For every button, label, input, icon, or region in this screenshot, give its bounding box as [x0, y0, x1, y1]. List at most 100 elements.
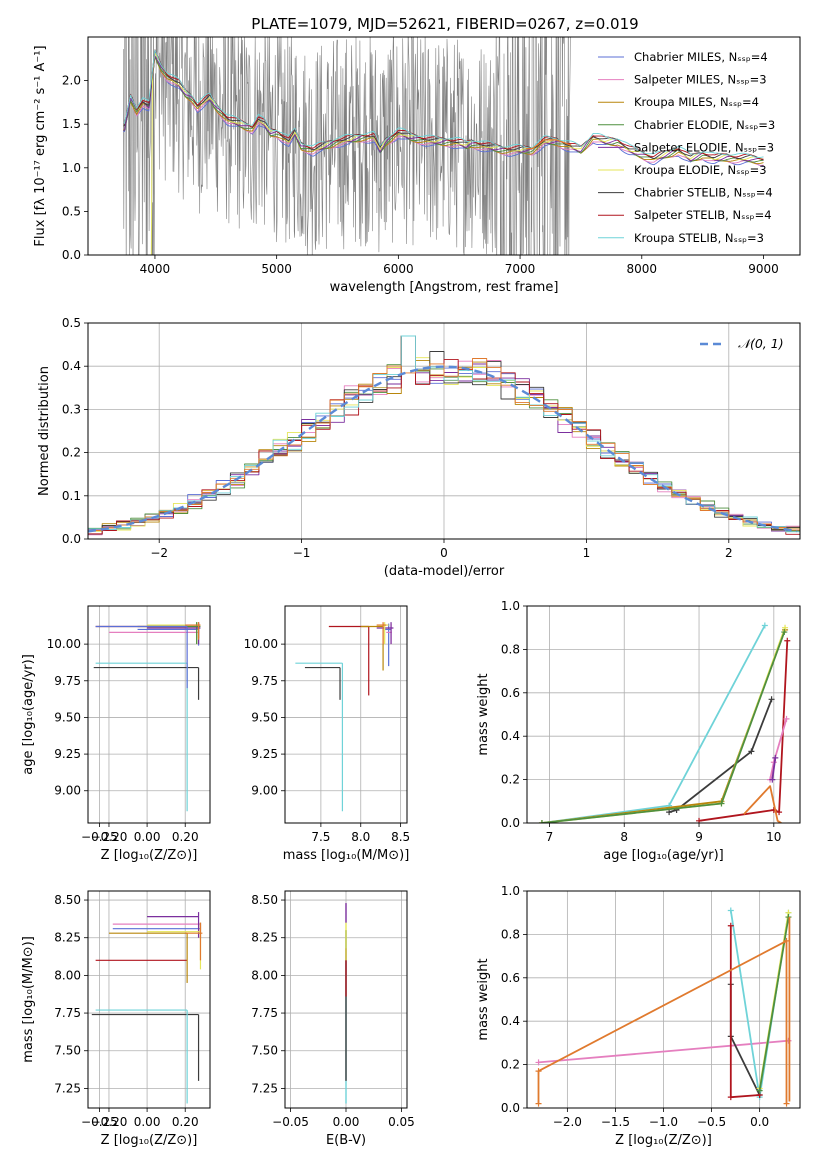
- y-axis-label: Flux [fλ 10⁻¹⁷ erg cm⁻² s⁻¹ A⁻¹]: [33, 45, 48, 246]
- legend-label: Kroupa ELODIE, Nₛₛₚ=3: [634, 163, 767, 177]
- y-tick-label: 7.75: [251, 1006, 278, 1020]
- plot-area: [88, 323, 800, 539]
- errorbar-orange: [185, 922, 203, 961]
- x-tick-label: 9: [695, 830, 703, 844]
- legend-label: Salpeter STELIB, Nₛₛₚ=4: [634, 208, 772, 222]
- axes-frame: [87, 890, 211, 1109]
- legend-label: Salpeter MILES, Nₛₛₚ=3: [634, 73, 767, 87]
- mass-weight-line-chabrier-elodie: [758, 916, 790, 1091]
- y-tick-label: 0.5: [62, 316, 81, 330]
- y-tick-label: 0.8: [501, 927, 520, 941]
- figure-title: PLATE=1079, MJD=52621, FIBERID=0267, z=0…: [251, 15, 638, 33]
- data-point-marker: [781, 629, 788, 636]
- x-tick-label: −0.20: [91, 830, 128, 844]
- y-tick-label: 9.25: [54, 747, 81, 761]
- normal-curve: [88, 365, 798, 533]
- x-tick-label: 0.05: [388, 1115, 415, 1129]
- y-tick-label: 9.25: [251, 747, 278, 761]
- x-tick-label: −0.5: [697, 1115, 726, 1129]
- plot-area: [88, 606, 210, 823]
- y-tick-label: 0.5: [62, 204, 81, 218]
- x-tick-label: −0.05: [272, 1115, 309, 1129]
- y-tick-label: 1.0: [501, 884, 520, 898]
- mass-weight-line-chabrier-stelib: [668, 698, 773, 813]
- x-tick-label: 1: [583, 546, 591, 560]
- y-tick-label: 9.75: [251, 674, 278, 688]
- y-tick-label: 10.00: [244, 637, 278, 651]
- y-tick-label: 0.0: [501, 816, 520, 830]
- y-tick-label: 0.4: [501, 1014, 520, 1028]
- y-tick-label: 7.50: [54, 1044, 81, 1058]
- x-tick-label: −0.25: [81, 830, 118, 844]
- x-tick-label: 0.0: [750, 1115, 769, 1129]
- x-tick-label: 8.5: [391, 830, 410, 844]
- errorbar-extra: [95, 625, 188, 689]
- legend-label: Chabrier MILES, Nₛₛₚ=4: [634, 50, 768, 64]
- y-tick-label: 0.4: [62, 359, 81, 373]
- data-point-marker: [783, 715, 790, 722]
- axes-frame: [526, 605, 801, 824]
- x-tick-label: 9000: [748, 262, 779, 276]
- data-point-marker: [727, 922, 734, 929]
- plot-area: [285, 891, 407, 1108]
- mass-weight-line-salpeter-miles: [769, 718, 788, 780]
- errorbar-salpeter-elodie: [147, 912, 200, 938]
- y-tick-label: 1.0: [62, 161, 81, 175]
- model-spectrum-chabrier-stelib: [123, 50, 764, 161]
- x-tick-label: 10: [766, 830, 781, 844]
- data-point-marker: [784, 637, 791, 644]
- mass-vs-metallicity-panel: −0.25−0.20 0.00 0.20 7.25 7.50 7.75 8.00 8.25 8.…: [21, 890, 211, 1148]
- errorbar-kroupa-elodie: [147, 922, 202, 970]
- errorbar-kroupa-stelib: [95, 1009, 188, 1104]
- y-tick-label: 9.75: [54, 674, 81, 688]
- axes-frame: [87, 36, 801, 256]
- legend-label: Kroupa MILES, Nₛₛₚ=4: [634, 95, 759, 109]
- x-tick-label: 8.0: [351, 830, 370, 844]
- model-spectrum-segment: [526, 139, 572, 150]
- y-tick-label: 8.25: [54, 931, 81, 945]
- plot-area: [88, 891, 210, 1108]
- mass-weight-line-kroupa-stelib: [541, 625, 766, 823]
- x-tick-label: 7.5: [311, 830, 330, 844]
- y-tick-label: 0.8: [501, 642, 520, 656]
- errorbar-kroupa-stelib: [295, 662, 344, 812]
- legend-label: Salpeter ELODIE, Nₛₛₚ=3: [634, 140, 774, 154]
- axes-frame: [87, 322, 801, 540]
- errorbar-salpeter-stelib: [328, 625, 370, 696]
- data-point-marker: [727, 1094, 734, 1101]
- plot-area: [285, 606, 407, 823]
- errorbar-orange: [185, 622, 201, 640]
- model-spectrum-chabrier-miles: [123, 56, 764, 168]
- mass-weight-vs-age-panel: 7 8 9 10 0.0 0.2 0.4 0.6 0.8 1.0 age [log₁₀(age/yr…: [476, 599, 801, 863]
- x-tick-label: 4000: [140, 262, 171, 276]
- y-tick-label: 8.00: [251, 968, 278, 982]
- data-point-marker: [772, 754, 779, 761]
- mass-weight-line-orange: [743, 785, 782, 823]
- y-axis-label: mass weight: [476, 958, 491, 1040]
- y-tick-label: 0.0: [501, 1101, 520, 1115]
- mass-vs-ebv-panel: −0.05 0.00 0.05 7.25 7.50 7.75 8.00 8.25 8.50 E(B…: [251, 890, 415, 1148]
- y-axis-label: mass [log₁₀(M/M⊙)]: [21, 936, 36, 1063]
- mass-weight-vs-metallicity-panel: −2.0 −1.5 −1.0 −0.5 0.0 0.0 0.2 0.4 0.6 0.8 1.0 Z […: [476, 884, 801, 1148]
- x-tick-label: 0.20: [172, 830, 199, 844]
- data-point-marker: [535, 1100, 542, 1107]
- y-tick-label: 9.50: [54, 710, 81, 724]
- y-tick-label: 8.00: [54, 968, 81, 982]
- x-axis-label: E(B-V): [326, 1133, 366, 1148]
- y-tick-label: 0.0: [62, 532, 81, 546]
- x-axis-label: (data-model)/error: [384, 564, 505, 579]
- data-point-marker: [769, 776, 776, 783]
- legend-label: Kroupa STELIB, Nₛₛₚ=3: [634, 231, 764, 245]
- age-vs-mass-panel: 7.5 8.0 8.5 9.00 9.25 9.50 9.75 10.00 mass [log₁…: [244, 605, 410, 863]
- data-point-marker: [535, 1068, 542, 1075]
- x-tick-label: −2: [150, 546, 168, 560]
- y-tick-label: 0.1: [62, 489, 81, 503]
- x-tick-label: 5000: [261, 262, 292, 276]
- x-axis-label: Z [log₁₀(Z/Z⊙)]: [101, 1133, 198, 1148]
- y-tick-label: 7.50: [251, 1044, 278, 1058]
- y-tick-label: 7.25: [251, 1081, 278, 1095]
- y-tick-label: 0.6: [501, 971, 520, 985]
- y-tick-label: 8.25: [251, 931, 278, 945]
- spectrum-panel: 4000 5000 6000 7000 8000 9000 0.0 0.5 1.0 1.5 2.0 w…: [33, 36, 801, 295]
- x-tick-label: 8000: [627, 262, 658, 276]
